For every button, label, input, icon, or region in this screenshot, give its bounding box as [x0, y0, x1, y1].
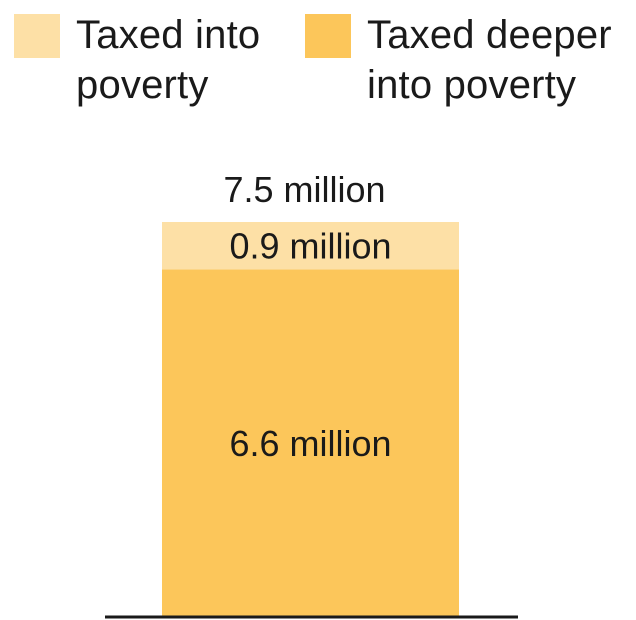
data-label-taxed-into-poverty: 0.9 million [229, 226, 391, 267]
legend-swatch-taxed-deeper-into-poverty [305, 14, 351, 58]
legend-label-taxed-into-poverty: Taxed into poverty [76, 13, 261, 107]
bar-segment-taxed-into-poverty [162, 222, 459, 270]
legend-swatch-taxed-into-poverty [14, 14, 60, 58]
bar-group [162, 222, 459, 617]
chart-legend: Taxed into poverty Taxed deeper into pov… [0, 0, 636, 130]
total-label: 7.5 million [223, 169, 385, 210]
label-group: 6.6 million 0.9 million 7.5 million [223, 169, 391, 464]
data-label-taxed-deeper-into-poverty: 6.6 million [229, 423, 391, 464]
bar-segment-taxed-deeper-into-poverty [162, 269, 459, 617]
legend-label-taxed-deeper-into-poverty: Taxed deeper into poverty [367, 13, 612, 107]
